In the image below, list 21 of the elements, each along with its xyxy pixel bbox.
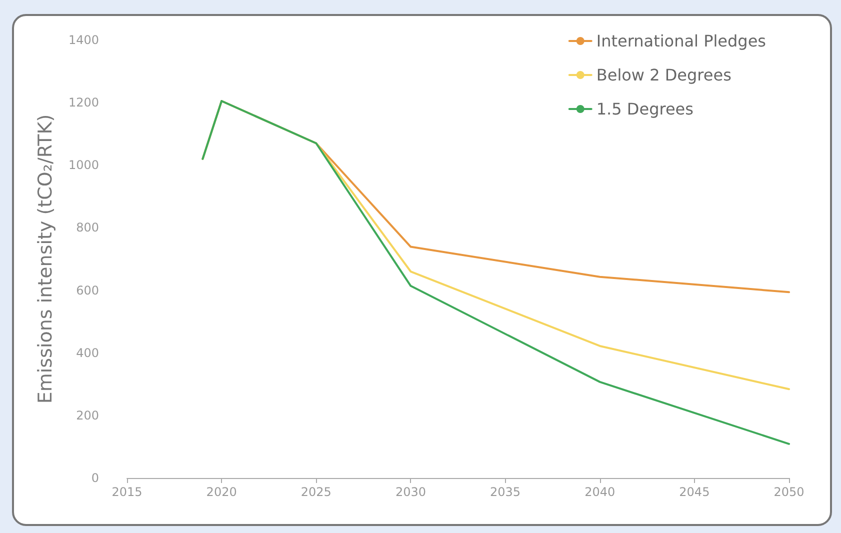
x-tick-label: 2015 <box>112 485 142 499</box>
y-tick-label: 1400 <box>68 33 99 47</box>
y-tick-label: 0 <box>91 471 99 485</box>
y-tick-label: 800 <box>76 220 99 235</box>
x-tick-label: 2050 <box>774 485 804 499</box>
y-tick-label: 200 <box>76 408 99 422</box>
y-axis-title: Emissions intensity (tCO₂/RTK) <box>34 114 56 404</box>
legend-label: International Pledges <box>596 32 766 50</box>
y-tick-label: 1000 <box>68 158 99 172</box>
x-tick-label: 2040 <box>584 485 616 499</box>
y-tick-label: 600 <box>76 283 99 298</box>
x-tick-label: 2030 <box>395 485 426 499</box>
x-tick-label: 2035 <box>490 485 521 499</box>
x-tick-label: 2020 <box>206 485 237 499</box>
legend-label: 1.5 Degrees <box>596 100 694 118</box>
y-tick-label: 1200 <box>68 96 99 110</box>
y-tick-label: 400 <box>76 346 99 360</box>
legend-label: Below 2 Degrees <box>596 66 732 84</box>
x-tick-label: 2025 <box>300 485 332 499</box>
line-series <box>202 100 790 445</box>
x-tick-label: 2045 <box>679 485 710 499</box>
